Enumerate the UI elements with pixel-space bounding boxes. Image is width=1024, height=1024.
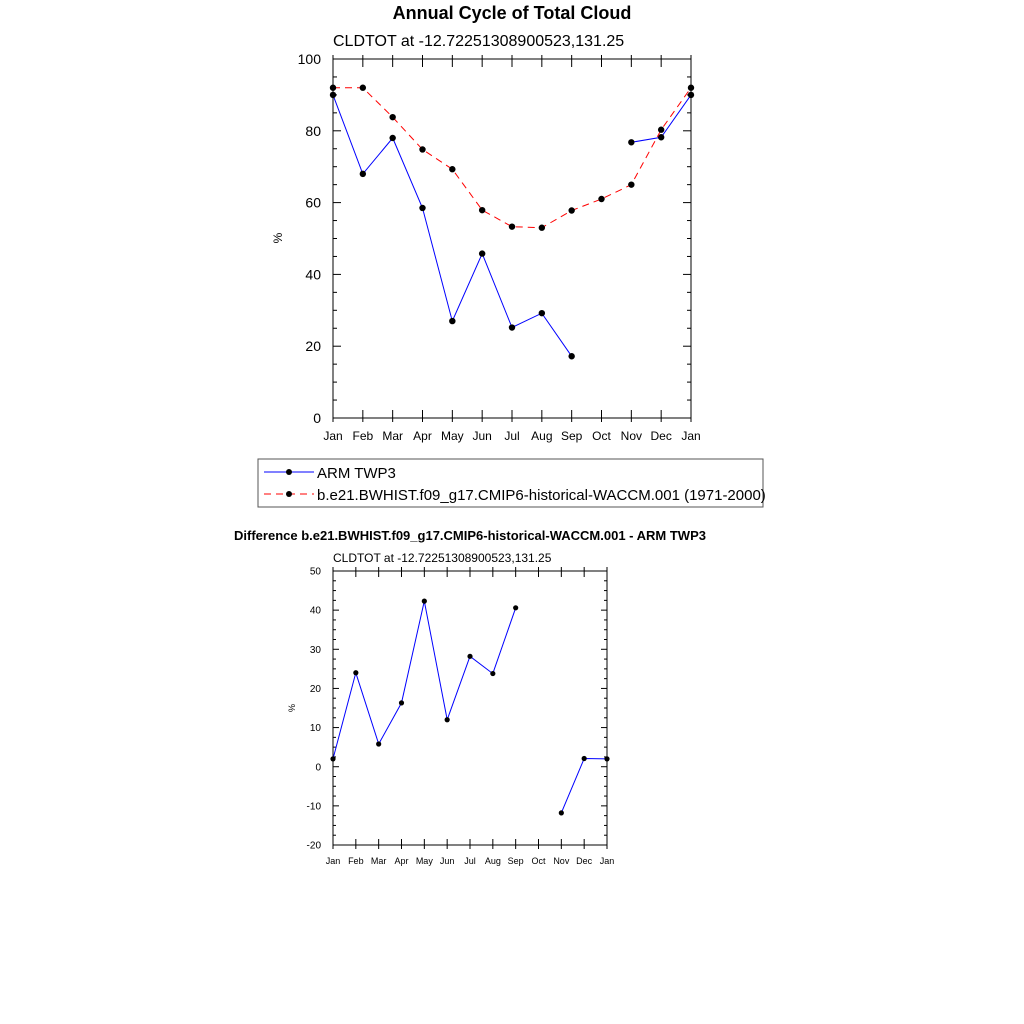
legend-box — [257, 458, 764, 508]
chart1-plot-frame — [332, 58, 692, 419]
chart1-x-tick-label: Mar — [382, 429, 403, 443]
chart2-series-1-point — [398, 700, 405, 706]
chart2-ylabel: % — [287, 704, 297, 712]
chart1-series-2-point — [329, 84, 337, 91]
chart1-x-tick-label: Jun — [472, 429, 491, 443]
chart1-series-1-point — [329, 91, 337, 99]
chart2-x-tick-label: Jan — [326, 856, 341, 866]
chart1-series-2-line — [333, 87, 692, 229]
chart2-series-1-line — [560, 757, 608, 814]
chart2-y-tick-label: 50 — [310, 567, 322, 578]
chart2-x-tick-label: Dec — [576, 856, 593, 866]
chart2-x-tick-label: Feb — [348, 856, 364, 866]
chart2-series-1-point — [376, 741, 382, 747]
chart2-y-tick-label: -20 — [307, 841, 322, 852]
chart1-series-1-point — [478, 250, 486, 257]
chart2-series-1-line — [332, 600, 517, 760]
chart2-plot-frame — [332, 570, 608, 846]
chart1-series-1-point — [687, 91, 695, 99]
chart1-y-tick-label: 0 — [313, 410, 321, 426]
chart2-series-1-point — [467, 653, 473, 659]
chart2-title: Difference b.e21.BWHIST.f09_g17.CMIP6-hi… — [234, 528, 706, 543]
chart1-series-2-point — [538, 224, 546, 231]
chart1-x-tick-label: May — [441, 429, 464, 443]
chart1-series-2-point — [359, 84, 367, 91]
chart1-y-tick-label: 40 — [305, 266, 321, 282]
chart1-x-tick-label: Dec — [650, 429, 671, 443]
chart1-series-2-point — [568, 207, 575, 214]
chart2-x-tick-label: May — [416, 856, 434, 866]
chart2-y-tick-label: 30 — [310, 645, 322, 656]
chart1-series-1-point — [657, 134, 665, 141]
chart2-x-tick-label: Mar — [371, 856, 387, 866]
chart2-series-1-point — [558, 810, 564, 816]
legend-marker-series-1 — [286, 469, 292, 475]
chart2-x-tick-label: Jan — [600, 856, 615, 866]
chart2-y-tick-label: 40 — [310, 606, 322, 617]
chart1-series-2-point — [657, 126, 665, 133]
chart1-series-2-point — [449, 166, 456, 173]
chart1-x-tick-label: Aug — [531, 429, 552, 443]
chart1-ylabel: % — [271, 232, 285, 243]
chart1-y-tick-label: 80 — [305, 123, 321, 139]
chart1-x-tick-label: Jan — [323, 429, 342, 443]
chart2-y-tick-label: 10 — [310, 723, 322, 734]
chart2-y-tick-label: 20 — [310, 684, 322, 695]
chart1-x-tick-label: Feb — [352, 429, 373, 443]
chart1-legend: ARM TWP3 b.e21.BWHIST.f09_g17.CMIP6-hist… — [257, 458, 766, 508]
chart1-series-1-point — [568, 353, 575, 360]
chart1-y-tick-label: 20 — [305, 338, 321, 354]
chart1-series-1-point — [508, 324, 516, 331]
chart2-subtitle: CLDTOT at -12.72251308900523,131.25 — [333, 551, 552, 565]
chart2-x-tick-label: Jun — [440, 856, 455, 866]
legend-marker-series-2 — [286, 491, 292, 497]
chart1-x-tick-label: Nov — [621, 429, 642, 443]
chart1-subtitle: CLDTOT at -12.72251308900523,131.25 — [333, 33, 624, 50]
chart2-series-1-point — [353, 670, 359, 676]
chart2-series-1-point — [513, 605, 519, 611]
chart1-series-2-point — [478, 206, 486, 214]
chart1-series-1-point — [389, 134, 396, 142]
chart1-y-tick-label: 60 — [305, 195, 321, 211]
chart1-x-tick-label: Jul — [504, 429, 519, 443]
legend-label-series-1: ARM TWP3 — [317, 465, 396, 482]
chart1-y-tick-label: 100 — [298, 51, 322, 67]
chart1-series-1-point — [359, 170, 367, 178]
chart1-x-tick-label: Sep — [561, 429, 583, 443]
chart2-y-tick-label: -10 — [307, 801, 322, 812]
chart1-x-tick-label: Jan — [681, 429, 700, 443]
chart1-series-2-point — [419, 146, 426, 153]
chart2-series-1-point — [444, 717, 450, 723]
chart1-series-2-point — [508, 223, 516, 230]
chart1-title: Annual Cycle of Total Cloud — [393, 3, 632, 23]
chart1-x-tick-label: Oct — [592, 429, 611, 443]
chart2-x-tick-label: Aug — [485, 856, 501, 866]
chart2-series-1-point — [604, 756, 610, 762]
chart2-x-tick-label: Nov — [553, 856, 570, 866]
chart2-x-tick-label: Jul — [464, 856, 476, 866]
chart1-series-1-point — [419, 204, 426, 212]
chart2-x-tick-label: Sep — [508, 856, 524, 866]
chart1-series-1-point — [538, 309, 546, 317]
chart1-series-2-point — [598, 195, 605, 203]
chart2-y-tick-label: 0 — [315, 762, 321, 773]
chart2-series-1-point — [421, 598, 427, 604]
legend-label-series-2: b.e21.BWHIST.f09_g17.CMIP6-historical-WA… — [317, 487, 766, 504]
chart2-x-tick-label: Apr — [394, 856, 408, 866]
chart1-series-1-point — [628, 139, 635, 146]
chart2-series-1-point — [490, 670, 496, 677]
chart2-x-tick-label: Oct — [531, 856, 546, 866]
chart1-series-1-point — [449, 317, 456, 325]
chart1-series-2-point — [389, 113, 396, 121]
chart1-series-2-point — [687, 84, 695, 91]
chart1-x-tick-label: Apr — [413, 429, 432, 443]
chart2-series-1-point — [581, 755, 587, 762]
chart2-series-1-point — [330, 756, 336, 762]
chart1-series-1-line — [332, 94, 573, 357]
chart1-series-2-point — [628, 181, 635, 188]
